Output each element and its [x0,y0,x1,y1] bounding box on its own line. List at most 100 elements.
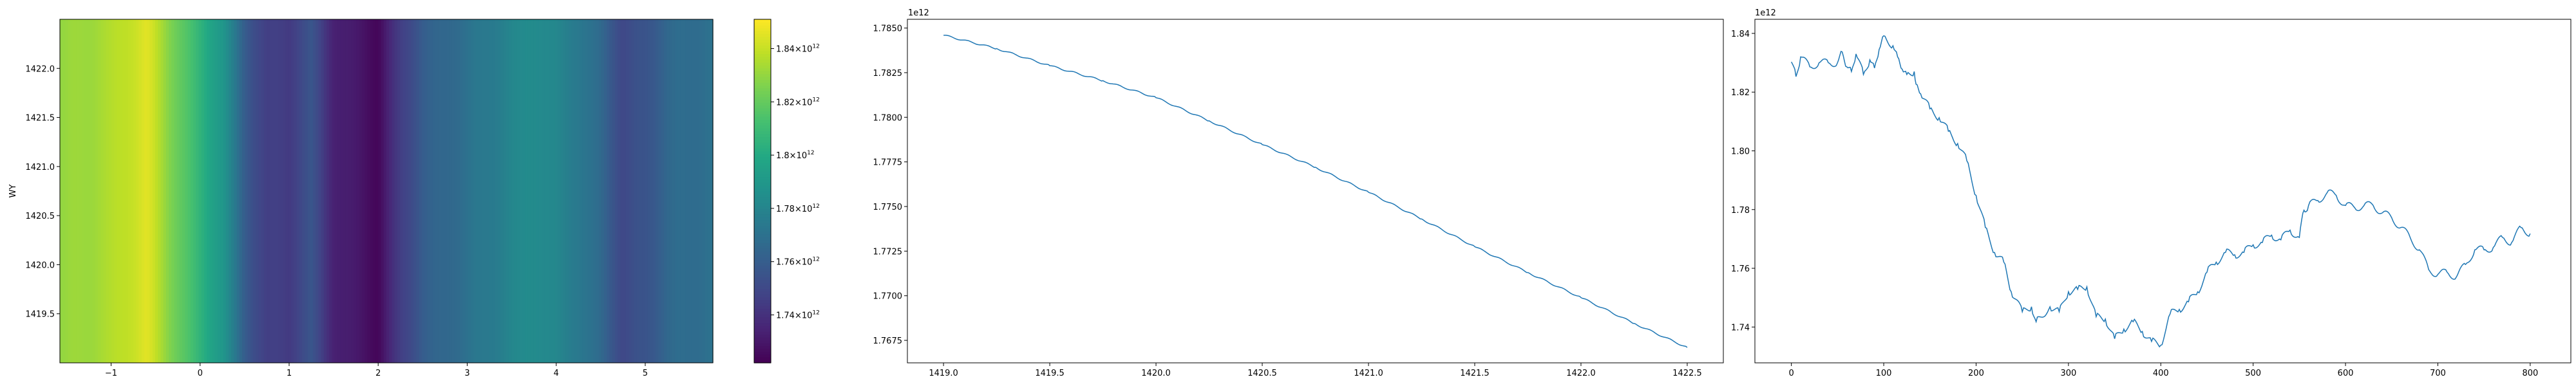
heatmap-column [607,19,611,363]
heatmap-column [381,19,384,363]
heatmap-column [460,19,463,363]
heatmap-column [432,19,436,363]
heatmap-column [204,19,207,363]
colorbar-segment [754,320,771,324]
heatmap-xtick-label: 4 [554,369,559,378]
heatmap-column [316,19,319,363]
heatmap-column [650,19,654,363]
heatmap-column [408,19,412,363]
heatmap-column [623,19,627,363]
colorbar-segment [754,308,771,312]
colorbar-segment [754,328,771,332]
colorbar-segment [754,291,771,295]
colorbar-segment [754,22,771,26]
heatmap-column [702,19,705,363]
colorbar-segment [754,73,771,77]
heatmap-frame [59,19,714,363]
colorbar-segment [754,68,771,71]
right-xtick-label: 200 [1968,369,1984,378]
heatmap-column [710,19,714,363]
heatmap-column [596,19,600,363]
heatmap-column [278,19,281,363]
heatmap-column [699,19,703,363]
heatmap-column [252,19,256,363]
colorbar-segment [754,160,771,163]
heatmap-column [299,19,303,363]
heatmap-column [122,19,126,363]
heatmap-column [169,19,172,363]
heatmap-column [465,19,469,363]
heatmap-column [166,19,169,363]
middle-xtick-label: 1420.0 [1141,369,1171,378]
heatmap-column [522,19,526,363]
colorbar-segment [754,251,771,255]
heatmap-column [552,19,556,363]
colorbar-segment [754,326,771,329]
heatmap-column [354,19,357,363]
middle-ytick-label: 1.7700 [873,292,903,302]
colorbar-segment [754,71,771,75]
heatmap-column [193,19,196,363]
heatmap-column [198,19,202,363]
heatmap-column [228,19,232,363]
colorbar-segment [754,134,771,138]
heatmap-ytick-label: 1420.0 [26,261,55,270]
heatmap-column [245,19,249,363]
heatmap-column [312,19,316,363]
heatmap-column [242,19,245,363]
colorbar-segment [754,122,771,126]
heatmap-column [250,19,254,363]
heatmap-column [79,19,82,363]
heatmap-column [201,19,205,363]
heatmap-column [386,19,390,363]
heatmap-column [73,19,77,363]
colorbar-segment [754,199,771,203]
heatmap-column [598,19,602,363]
heatmap-column [634,19,638,363]
colorbar-segment [754,131,771,134]
colorbar-segment [754,145,771,149]
heatmap-column [351,19,354,363]
heatmap-column [569,19,572,363]
right-ytick-label: 1.84 [1731,30,1750,39]
colorbar-segment [754,354,771,358]
middle-xtick-label: 1421.0 [1354,369,1383,378]
heatmap-column [618,19,621,363]
heatmap-column [430,19,433,363]
heatmap-column [587,19,591,363]
colorbar-segment [754,211,771,215]
colorbar-segment [754,202,771,206]
heatmap-column [520,19,523,363]
middle-xtick-label: 1419.5 [1035,369,1065,378]
middle-xtick-label: 1422.5 [1672,369,1702,378]
heatmap-column [176,19,180,363]
heatmap-column [144,19,147,363]
heatmap-column [318,19,322,363]
colorbar-segment [754,91,771,95]
heatmap-column [558,19,561,363]
heatmap-column [416,19,420,363]
colorbar-segment [754,205,771,209]
colorbar-tick-label: 1.76×1012 [776,257,820,268]
heatmap-column [171,19,175,363]
heatmap-column [147,19,151,363]
colorbar-segment [754,176,771,180]
heatmap-column [128,19,131,363]
heatmap-column [492,19,496,363]
heatmap-column [261,19,265,363]
colorbar-segment [754,119,771,123]
colorbar-segment [754,348,771,352]
right-ytick-label: 1.80 [1731,147,1750,156]
heatmap-column [658,19,662,363]
right-ytick-label: 1.82 [1731,88,1750,98]
right-xtick-label: 0 [1789,369,1794,378]
heatmap-ytick-label: 1421.5 [26,114,55,124]
colorbar-segment [754,248,771,252]
heatmap-column [576,19,580,363]
heatmap-column [565,19,569,363]
heatmap-column [179,19,183,363]
colorbar-segment [754,188,771,192]
heatmap-column [187,19,191,363]
heatmap-column [296,19,300,363]
colorbar-segment [754,148,771,152]
